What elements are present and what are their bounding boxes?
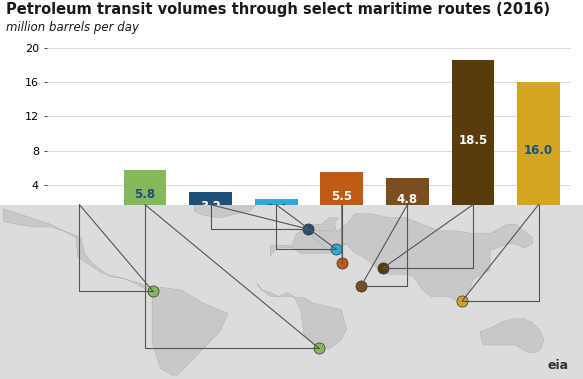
Bar <box>124 170 166 220</box>
Bar <box>321 172 363 220</box>
Polygon shape <box>257 283 346 349</box>
Bar <box>452 61 494 220</box>
Polygon shape <box>312 214 532 300</box>
Text: 5.8: 5.8 <box>135 188 156 201</box>
Text: million barrels per day: million barrels per day <box>6 21 139 34</box>
Text: 3.2: 3.2 <box>200 199 221 213</box>
Text: eia: eia <box>547 359 568 372</box>
Text: 0.9: 0.9 <box>69 210 90 222</box>
Polygon shape <box>271 218 346 256</box>
Polygon shape <box>194 194 257 218</box>
Polygon shape <box>480 319 544 353</box>
Text: 5.5: 5.5 <box>331 190 352 203</box>
Polygon shape <box>152 287 228 375</box>
Bar <box>189 192 232 220</box>
Bar <box>255 199 297 220</box>
Bar <box>58 212 101 220</box>
Text: 18.5: 18.5 <box>458 134 487 147</box>
Text: 4.8: 4.8 <box>397 193 418 206</box>
Text: 2.4: 2.4 <box>266 203 287 216</box>
Text: 16.0: 16.0 <box>524 144 553 157</box>
Bar <box>517 82 560 220</box>
Bar <box>386 179 429 220</box>
Text: Petroleum transit volumes through select maritime routes (2016): Petroleum transit volumes through select… <box>6 2 550 17</box>
Polygon shape <box>3 208 157 293</box>
